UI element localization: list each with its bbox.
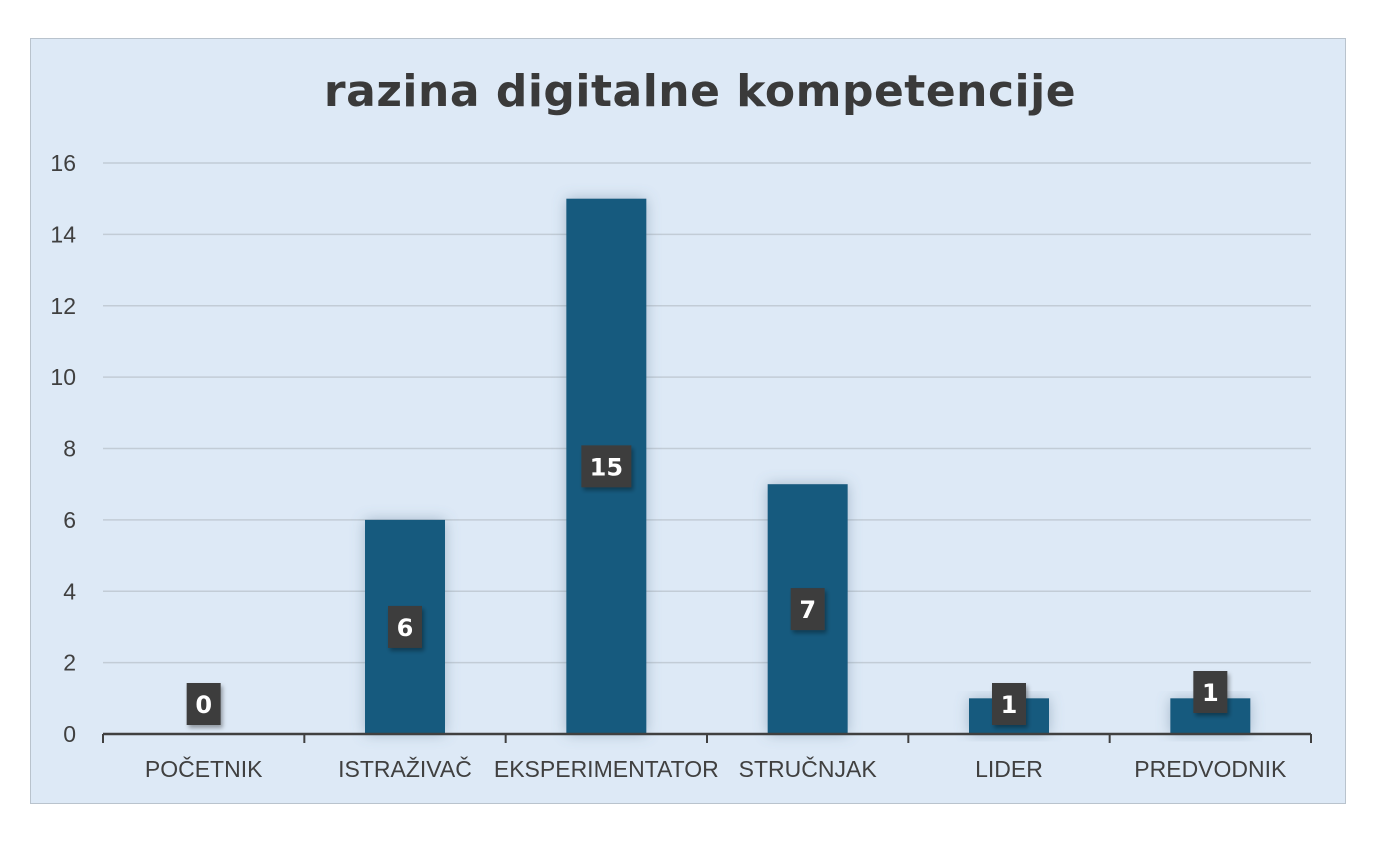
y-tick-label: 4	[63, 578, 76, 604]
category-labels: POČETNIK ISTRAŽIVAČ EKSPERIMENTATOR STRUČNJ…	[145, 755, 1287, 782]
data-label: 6	[388, 605, 422, 648]
category-label: PREDVODNIK	[1134, 756, 1287, 782]
y-tick-label: 6	[63, 507, 76, 533]
data-label: 0	[186, 683, 221, 725]
x-axis	[102, 732, 1312, 743]
data-label: 1	[992, 683, 1026, 725]
y-tick-label: 14	[50, 221, 76, 247]
data-label-value: 0	[195, 691, 212, 719]
data-label-value: 1	[1001, 691, 1018, 719]
chart-title: razina digitalne kompetencije	[323, 66, 1077, 117]
category-label: EKSPERIMENTATOR	[494, 756, 719, 782]
y-axis-ticks: 0 2 4 6 8 10 12 14 16	[50, 150, 76, 747]
data-label-value: 1	[1202, 679, 1219, 707]
y-tick-label: 8	[63, 436, 76, 462]
data-label-value: 6	[397, 614, 414, 642]
data-label: 15	[581, 445, 632, 488]
data-label: 7	[790, 588, 825, 631]
y-tick-label: 16	[50, 150, 76, 176]
category-label: LIDER	[975, 756, 1043, 782]
y-tick-label: 0	[63, 721, 76, 747]
data-label-value: 15	[590, 453, 623, 481]
category-label: POČETNIK	[145, 755, 263, 782]
y-tick-label: 2	[63, 650, 76, 676]
data-labels: 0 6 15 7 1 1	[186, 445, 1228, 725]
y-tick-label: 10	[50, 364, 76, 390]
category-label: STRUČNJAK	[739, 755, 878, 782]
category-label: ISTRAŽIVAČ	[338, 755, 472, 782]
data-label-value: 7	[799, 596, 816, 624]
gridlines	[103, 162, 1311, 664]
data-label: 1	[1193, 671, 1228, 713]
bars	[365, 198, 1251, 734]
y-tick-label: 12	[50, 293, 76, 319]
chart-frame	[30, 38, 1346, 804]
